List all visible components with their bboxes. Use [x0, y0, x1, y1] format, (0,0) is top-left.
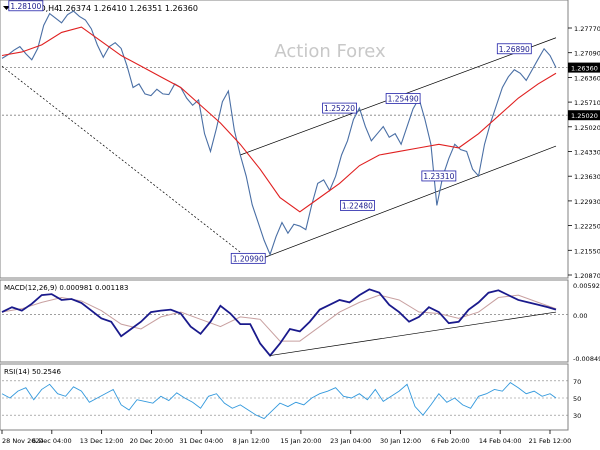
- time-axis-label: 28 Nov 2024: [2, 437, 44, 445]
- moving-average-line: [1, 26, 557, 213]
- time-axis-label: 6 Dec 04:00: [32, 437, 72, 445]
- price-tag-box: [568, 62, 600, 73]
- rsi-plot-layer: [1, 380, 568, 420]
- price-label-text: 1.23310: [423, 172, 454, 181]
- price-label-box: 1.26890: [496, 43, 532, 55]
- macd-axis-label: -0.00849: [573, 355, 600, 363]
- dropdown-triangle-icon[interactable]: [3, 6, 10, 10]
- rsi-axis-label: 30: [573, 412, 581, 420]
- price-tag-label: 1.26360: [571, 65, 598, 73]
- time-axis-label: 14 Feb 04:00: [479, 437, 522, 445]
- price-axis-label: 1.25710: [574, 99, 600, 107]
- price-axis-label: 1.21550: [574, 247, 600, 255]
- watermark: Action Forex: [274, 41, 386, 62]
- macd-axis-label: 0.005921: [573, 282, 600, 290]
- macd-trendline: [270, 311, 557, 356]
- price-axis-label: 1.26360: [574, 74, 600, 82]
- macd-title: MACD(12,26,9) 0.000981 0.001183: [4, 284, 128, 292]
- price-label-frame: [496, 43, 532, 55]
- price-label-frame: [385, 93, 421, 104]
- price-axis-label: 1.27090: [574, 50, 600, 58]
- dashed-trendline: [1, 65, 249, 259]
- time-axis-label: 23 Jan 04:00: [330, 437, 371, 445]
- macd-signal-line: [1, 294, 557, 342]
- price-axis-label: 1.24330: [574, 149, 600, 157]
- time-axis-label: 21 Feb 12:00: [529, 437, 572, 445]
- price-axis-label: 1.25020: [574, 124, 600, 132]
- price-axis: 1.27770 1.27090 1.26360 1.25710 1.25020 1.243…: [568, 25, 600, 280]
- price-tag-label: 1.25020: [571, 112, 598, 120]
- price-tag-box: [568, 110, 600, 121]
- time-axis-label: 30 Jan 12:00: [380, 437, 421, 445]
- rsi-axis-label: 50: [573, 395, 581, 403]
- price-label-box: 1.20990: [230, 252, 266, 264]
- price-label-text: 1.26890: [499, 45, 530, 54]
- rsi-panel: [0, 363, 569, 431]
- price-label-text: 1.25490: [388, 95, 419, 104]
- price-label-frame: [421, 170, 457, 182]
- time-axis-label: 8 Jan 12:00: [233, 437, 270, 445]
- time-axis-label: 6 Feb 20:00: [431, 437, 470, 445]
- time-axis-label: 20 Dec 20:00: [130, 437, 174, 445]
- price-label-box: 1.22480: [340, 200, 375, 211]
- rsi-axis-label: 70: [573, 378, 581, 386]
- price-label-frame: [8, 0, 44, 12]
- ohlc-values: 1.26374 1.26410 1.26351 1.26360: [58, 4, 198, 13]
- macd-line: [1, 288, 557, 357]
- macd-plot-layer: [1, 288, 568, 357]
- macd-axis-label: 0.00: [573, 312, 587, 320]
- rsi-axis: 70 50 30: [573, 378, 581, 420]
- rsi-title: RSI(14) 50.2546: [4, 368, 61, 376]
- macd-axis: 0.005921 0.00 -0.00849: [573, 282, 600, 363]
- price-plot-layer: 1.28100 1.20990 1.25220 1.25490 1.22480 1.233…: [1, 0, 568, 264]
- price-label-text: 1.22480: [342, 201, 373, 210]
- price-label-text: 1.20990: [233, 254, 264, 263]
- channel-line: [261, 145, 557, 259]
- price-axis-label: 1.22930: [574, 198, 600, 206]
- price-label-frame: [322, 102, 357, 114]
- price-label-frame: [340, 200, 375, 211]
- price-label-frame: [230, 252, 266, 264]
- price-axis-label: 1.23630: [574, 173, 600, 181]
- time-axis-label: 15 Jan 20:00: [280, 437, 321, 445]
- time-axis-label: 31 Dec 04:00: [179, 437, 223, 445]
- macd-panel: [0, 279, 569, 363]
- price-label-box: 1.25490: [385, 93, 421, 104]
- price-label-box: 1.28100: [8, 0, 44, 12]
- time-axis-label: 13 Dec 12:00: [80, 437, 124, 445]
- price-axis-label: 1.20870: [574, 272, 600, 280]
- rsi-line: [1, 381, 557, 420]
- price-label-box: 1.25220: [322, 102, 357, 114]
- price-axis-label: 1.27770: [574, 25, 600, 33]
- price-label-text: 1.28100: [10, 2, 41, 11]
- price-axis-label: 1.22250: [574, 223, 600, 231]
- price-label-box: 1.23310: [421, 170, 457, 182]
- price-label-text: 1.25220: [324, 104, 355, 113]
